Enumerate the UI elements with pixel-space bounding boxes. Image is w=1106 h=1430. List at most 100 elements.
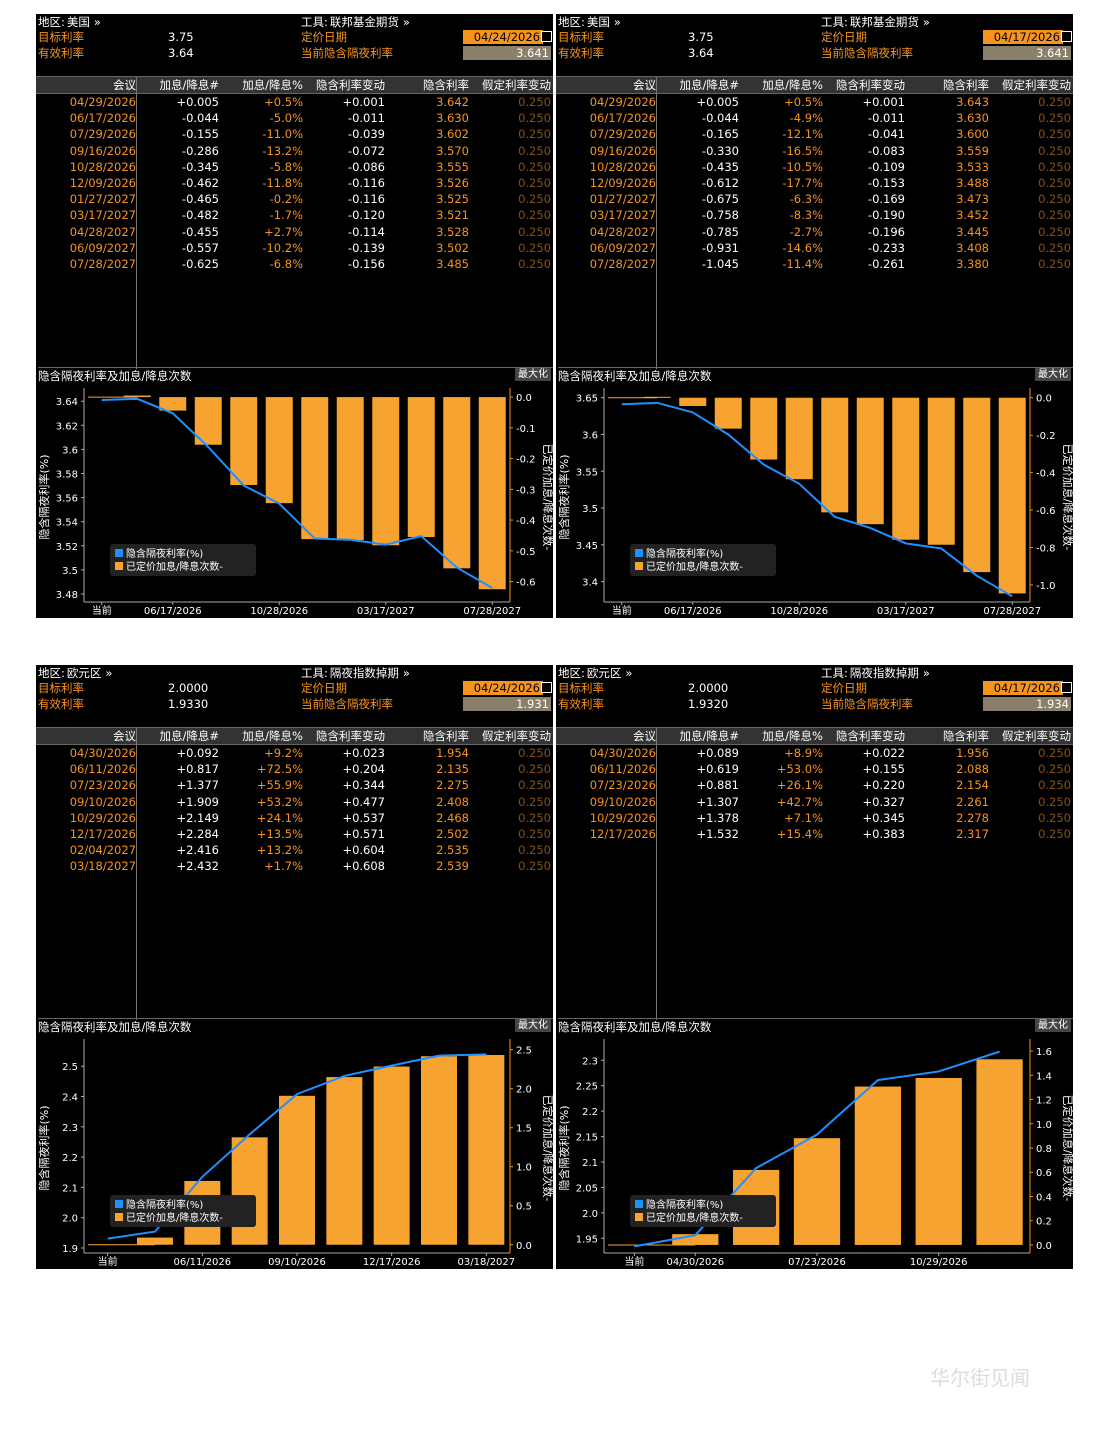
pricing-date-input[interactable]: 04/17/2026	[983, 681, 1063, 695]
cell: 2.468	[436, 810, 469, 825]
current-implied-label: 当前隐含隔夜利率	[821, 697, 913, 711]
instrument-selector[interactable]: 工具: 隔夜指数掉期»	[821, 665, 930, 681]
hike-cut-bar	[998, 397, 1026, 594]
col-pct-header[interactable]: 加息/降息%	[242, 729, 303, 743]
col-hikes-header[interactable]: 加息/降息#	[159, 729, 219, 743]
col-assumed-header[interactable]: 假定利率变动	[482, 729, 551, 743]
cell: 2.135	[436, 762, 469, 777]
cell: 2.502	[436, 826, 469, 841]
col-meeting-header[interactable]: 会议	[113, 729, 136, 743]
region-selector[interactable]: 地区: 美国»	[38, 14, 101, 30]
legend-rate-label: 隐含隔夜利率(%)	[126, 1198, 203, 1211]
instrument-arrow: »	[922, 666, 930, 680]
col-change-header[interactable]: 隐含利率变动	[836, 729, 905, 743]
cell: 0.250	[1038, 762, 1071, 777]
col-meeting-header[interactable]: 会议	[633, 729, 656, 743]
cell: 3.630	[436, 111, 469, 126]
legend-swatch-rate	[115, 549, 123, 557]
implied-rate-line	[101, 397, 493, 589]
left-tick-label: 2.5	[62, 1062, 78, 1073]
table-row: 10/29/2026 +1.378 +7.1% +0.345 2.278 0.250	[556, 810, 1073, 826]
cell: 06/17/2026	[589, 111, 656, 126]
instrument-selector[interactable]: 工具: 隔夜指数掉期»	[301, 665, 410, 681]
region-label: 地区:	[38, 666, 65, 680]
table-row: 02/04/2027 +2.416 +13.2% +0.604 2.535 0.250	[36, 842, 553, 858]
table-row: 09/10/2026 +1.909 +53.2% +0.477 2.408 0.250	[36, 794, 553, 810]
col-change-header[interactable]: 隐含利率变动	[316, 78, 385, 92]
cell: 0.250	[1038, 826, 1071, 841]
hike-cut-bar	[856, 397, 884, 525]
col-implied-header[interactable]: 隐含利率	[943, 78, 989, 92]
col-assumed-header[interactable]: 假定利率变动	[482, 78, 551, 92]
calendar-icon[interactable]	[1061, 682, 1072, 693]
table-row: 04/29/2026 +0.005 +0.5% +0.001 3.643 0.250	[556, 94, 1073, 110]
cell: -11.8%	[262, 175, 303, 190]
region-selector[interactable]: 地区: 欧元区»	[558, 665, 632, 681]
right-axis-title: 已定价加息/降息次数-	[541, 444, 553, 551]
col-implied-header[interactable]: 隐含利率	[423, 78, 469, 92]
hike-cut-bar	[301, 397, 329, 540]
cell: -0.109	[867, 159, 905, 174]
col-pct-header[interactable]: 加息/降息%	[762, 729, 823, 743]
cell: +0.345	[862, 810, 905, 825]
cell: 0.250	[1038, 143, 1071, 158]
pricing-date-input[interactable]: 04/17/2026	[983, 30, 1063, 44]
maximize-button[interactable]: 最大化	[1035, 368, 1071, 381]
region-selector[interactable]: 地区: 欧元区»	[38, 665, 112, 681]
col-implied-header[interactable]: 隐含利率	[423, 729, 469, 743]
cell: +1.378	[696, 810, 739, 825]
col-implied-header[interactable]: 隐含利率	[943, 729, 989, 743]
cell: +53.0%	[776, 762, 823, 777]
maximize-button[interactable]: 最大化	[515, 1019, 551, 1032]
pricing-date-label: 定价日期	[301, 30, 347, 44]
col-meeting-header[interactable]: 会议	[113, 78, 136, 92]
table-row: 10/28/2026 -0.435 -10.5% -0.109 3.533 0.250	[556, 159, 1073, 175]
col-hikes-header[interactable]: 加息/降息#	[679, 729, 739, 743]
target-rate-value: 3.75	[168, 30, 194, 44]
cell: 0.250	[518, 859, 551, 874]
col-assumed-header[interactable]: 假定利率变动	[1002, 729, 1071, 743]
cell: -5.0%	[269, 111, 303, 126]
cell: +1.307	[696, 794, 739, 809]
col-change-header[interactable]: 隐含利率变动	[836, 78, 905, 92]
pricing-date-input[interactable]: 04/24/2026	[463, 30, 543, 44]
calendar-icon[interactable]	[541, 682, 552, 693]
pricing-date-input[interactable]: 04/24/2026	[463, 681, 543, 695]
cell: +0.089	[696, 746, 739, 760]
col-pct-header[interactable]: 加息/降息%	[242, 78, 303, 92]
hike-cut-bar	[265, 397, 293, 504]
x-tick-label: 10/29/2026	[910, 1257, 968, 1268]
col-change-header[interactable]: 隐含利率变动	[316, 729, 385, 743]
maximize-button[interactable]: 最大化	[515, 368, 551, 381]
cell: -0.557	[181, 240, 219, 255]
right-tick-label: 1.2	[1036, 1096, 1052, 1107]
col-assumed-header[interactable]: 假定利率变动	[1002, 78, 1071, 92]
calendar-icon[interactable]	[1061, 31, 1072, 42]
instrument-value: 隔夜指数掉期	[849, 666, 919, 680]
cell: +1.7%	[264, 859, 303, 874]
cell: 2.154	[956, 778, 989, 793]
left-tick-label: 3.56	[56, 494, 78, 505]
instrument-selector[interactable]: 工具: 联邦基金期货»	[821, 14, 930, 30]
col-meeting-header[interactable]: 会议	[633, 78, 656, 92]
cell: -0.931	[701, 240, 739, 255]
cell: +0.604	[342, 843, 385, 858]
region-selector[interactable]: 地区: 美国»	[558, 14, 621, 30]
col-hikes-header[interactable]: 加息/降息#	[159, 78, 219, 92]
cell: -0.114	[347, 224, 385, 239]
current-implied-value: 1.934	[983, 697, 1071, 711]
effective-rate-value: 1.9330	[168, 697, 209, 711]
instrument-selector[interactable]: 工具: 联邦基金期货»	[301, 14, 410, 30]
right-tick-label: 0.0	[1036, 394, 1052, 405]
calendar-icon[interactable]	[541, 31, 552, 42]
col-hikes-header[interactable]: 加息/降息#	[679, 78, 739, 92]
cell: -0.039	[347, 127, 385, 142]
col-pct-header[interactable]: 加息/降息%	[762, 78, 823, 92]
maximize-button[interactable]: 最大化	[1035, 1019, 1071, 1032]
cell: -0.041	[867, 127, 905, 142]
cell: +0.537	[342, 810, 385, 825]
left-tick-label: 3.58	[56, 470, 78, 481]
cell: 06/11/2026	[69, 762, 136, 777]
cell: 3.528	[436, 224, 469, 239]
current-implied-label: 当前隐含隔夜利率	[301, 46, 393, 60]
